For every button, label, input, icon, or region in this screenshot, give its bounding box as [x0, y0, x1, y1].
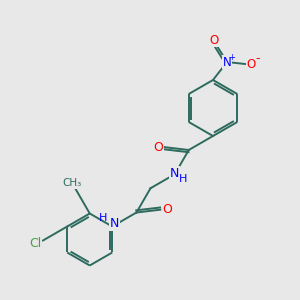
Text: Cl: Cl: [29, 237, 41, 250]
Text: CH₃: CH₃: [62, 178, 81, 188]
Text: O: O: [162, 203, 172, 216]
Text: N: N: [110, 217, 119, 230]
Text: O: O: [153, 141, 163, 154]
Text: H: H: [178, 174, 187, 184]
Text: +: +: [229, 53, 236, 62]
Text: O: O: [209, 34, 219, 46]
Text: O: O: [246, 58, 256, 70]
Text: N: N: [170, 167, 179, 180]
Text: -: -: [256, 52, 260, 65]
Text: N: N: [223, 56, 231, 68]
Text: H: H: [99, 214, 107, 224]
